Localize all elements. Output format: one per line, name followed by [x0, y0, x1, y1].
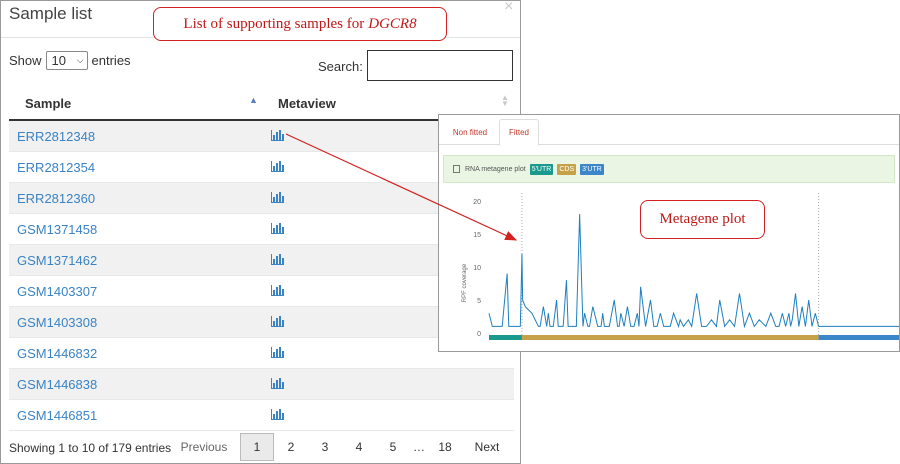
- bar-chart-icon[interactable]: [271, 285, 284, 296]
- column-header-metaview[interactable]: Metaview: [278, 96, 336, 111]
- sample-link[interactable]: ERR2812354: [17, 159, 96, 175]
- plot-callout-text: Metagene plot: [659, 211, 746, 227]
- badge-3utr: 3'UTR: [580, 163, 604, 175]
- table-row: GSM1446832: [9, 338, 514, 369]
- coverage-line: [488, 214, 899, 329]
- entries-label: entries: [91, 53, 131, 68]
- page-button-5[interactable]: 5: [389, 440, 397, 454]
- region-bar-0: [489, 335, 522, 340]
- y-tick-label: 15: [473, 232, 481, 239]
- show-label: Show: [9, 53, 42, 68]
- bar-chart-icon[interactable]: [271, 347, 284, 358]
- page-button-4[interactable]: 4: [355, 440, 363, 454]
- search-input[interactable]: [367, 50, 513, 81]
- dialog-title: Sample list: [9, 4, 93, 23]
- y-tick-label: 20: [473, 199, 481, 206]
- page-button-3[interactable]: 3: [321, 440, 329, 454]
- metaview-cell: [271, 347, 284, 358]
- table-row: GSM1403307: [9, 276, 514, 307]
- sample-link[interactable]: ERR2812360: [17, 190, 96, 206]
- table-info: Showing 1 to 10 of 179 entries: [9, 441, 172, 455]
- list-callout-text: List of supporting samples for: [183, 15, 365, 32]
- table-row: ERR2812354: [9, 152, 514, 183]
- sample-link[interactable]: GSM1446838: [17, 376, 98, 392]
- tab-non-fitted[interactable]: Non fitted: [452, 127, 488, 137]
- metaview-cell: [271, 409, 284, 420]
- sample-link[interactable]: GSM1446832: [17, 345, 98, 361]
- badge-cds: CDS: [557, 163, 577, 175]
- region-bar-2: [818, 335, 899, 340]
- plot-callout: Metagene plot: [640, 200, 765, 239]
- region-bar-1: [521, 335, 819, 340]
- page-button-18[interactable]: 18: [438, 440, 452, 454]
- y-axis-label: RPF coverage: [462, 263, 468, 302]
- table-row: GSM1446838: [9, 369, 514, 400]
- bar-chart-icon[interactable]: [271, 409, 284, 420]
- sort-both-icon: ▲ ▼: [501, 93, 509, 108]
- gene-name: DGCR8: [368, 15, 417, 32]
- metaview-cell: [271, 254, 284, 265]
- column-header-sample[interactable]: Sample: [25, 96, 72, 111]
- bar-chart-icon[interactable]: [271, 316, 284, 327]
- metaview-cell: [271, 285, 284, 296]
- search-label: Search:: [318, 59, 363, 74]
- previous-button[interactable]: Previous: [180, 440, 228, 454]
- sample-link[interactable]: GSM1371458: [17, 221, 98, 237]
- entries-select[interactable]: 10 ⌵: [45, 51, 88, 70]
- sample-link[interactable]: GSM1446851: [17, 407, 98, 423]
- sample-link[interactable]: GSM1371462: [17, 252, 98, 268]
- chevron-down-icon: ⌵: [76, 55, 84, 65]
- sample-link[interactable]: GSM1403307: [17, 283, 98, 299]
- page-length-control: Show 10 ⌵ entries: [9, 51, 131, 70]
- badge-5utr: 5'UTR: [529, 163, 554, 175]
- sample-link[interactable]: GSM1403308: [17, 314, 98, 330]
- close-icon[interactable]: ×: [504, 0, 514, 15]
- metaview-cell: [271, 378, 284, 389]
- list-callout: List of supporting samples for DGCR8: [153, 7, 447, 41]
- table-row: GSM1371462: [9, 245, 514, 276]
- bar-chart-icon[interactable]: [271, 378, 284, 389]
- y-tick-label: 0: [477, 331, 481, 338]
- pagination-ellipsis: …: [413, 440, 425, 454]
- bar-chart-icon[interactable]: [271, 254, 284, 265]
- metaview-cell: [271, 130, 284, 141]
- page-button-2[interactable]: 2: [287, 440, 295, 454]
- bar-chart-icon[interactable]: [271, 130, 284, 141]
- page-button-1[interactable]: 1: [240, 433, 274, 461]
- bar-chart-icon[interactable]: [271, 192, 284, 203]
- pagination: Previous 1 2 3 4 5 … 18 Next: [173, 433, 512, 461]
- y-tick-label: 10: [473, 265, 481, 272]
- metagene-legend-bar: RNA metagene plot 5'UTR CDS 3'UTR: [443, 155, 895, 183]
- bar-chart-icon[interactable]: [271, 223, 284, 234]
- next-button[interactable]: Next: [474, 440, 500, 454]
- metaview-tabs: Non fitted Fitted: [439, 119, 899, 146]
- header-divider: [9, 119, 514, 121]
- entries-value: 10: [51, 53, 66, 68]
- legend-label: RNA metagene plot: [465, 165, 526, 173]
- chart-icon: [453, 165, 460, 173]
- table-row: GSM1446851: [9, 400, 514, 431]
- y-tick-label: 5: [477, 298, 481, 305]
- metaview-cell: [271, 223, 284, 234]
- metaview-cell: [271, 161, 284, 172]
- table-row: GSM1403308: [9, 307, 514, 338]
- sample-link[interactable]: ERR2812348: [17, 128, 96, 144]
- table-row: GSM1371458: [9, 214, 514, 245]
- sort-ascending-icon: ▲: [249, 95, 258, 105]
- metaview-cell: [271, 192, 284, 203]
- bar-chart-icon[interactable]: [271, 161, 284, 172]
- metaview-cell: [271, 316, 284, 327]
- tab-fitted[interactable]: Fitted: [499, 119, 539, 146]
